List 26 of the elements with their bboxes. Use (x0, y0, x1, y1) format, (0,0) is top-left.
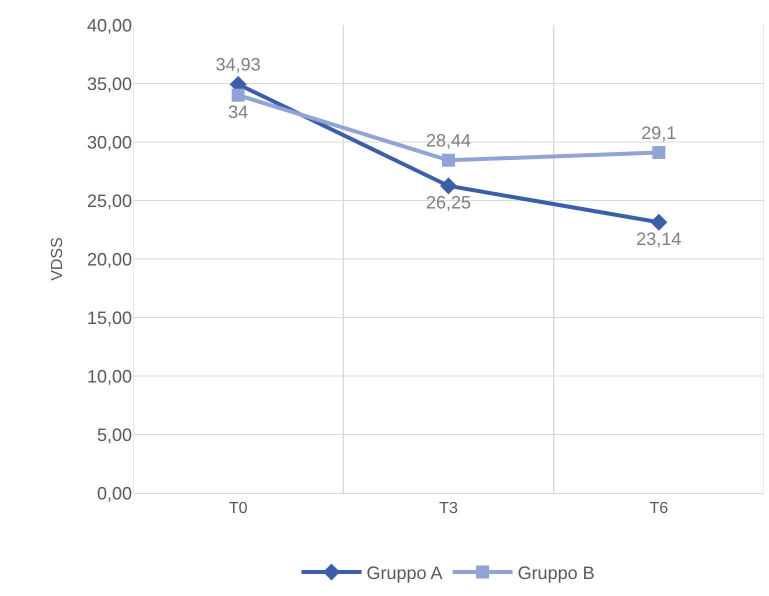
y-tick-label: 0,00 (96, 483, 132, 504)
point (440, 177, 457, 194)
data-label: 26,25 (426, 192, 472, 213)
data-label: 23,14 (636, 228, 682, 249)
y-tick-label: 5,00 (96, 424, 132, 445)
y-tick-label: 30,00 (86, 132, 132, 152)
y-tick-label: 35,00 (86, 74, 132, 94)
point (442, 154, 455, 167)
y-tick-label: 15,00 (86, 308, 132, 328)
y-tick-label: 40,00 (86, 15, 132, 36)
x-tick-label: T3 (439, 500, 458, 518)
point (650, 214, 668, 231)
x-tick-label: T6 (649, 500, 668, 518)
y-tick-label: 10,00 (86, 366, 132, 386)
point (232, 88, 245, 102)
x-tick-label: T0 (228, 500, 248, 518)
y-axis-title: VDSS (48, 237, 66, 281)
data-label: 34,93 (216, 54, 261, 75)
data-label: 29,1 (641, 122, 676, 143)
point (652, 146, 666, 160)
legend-label: Gruppo B (518, 563, 595, 584)
legend-label: Gruppo A (366, 563, 443, 584)
data-label: 28,44 (426, 130, 472, 151)
y-tick-label: 25,00 (86, 190, 132, 211)
y-tick-label: 20,00 (86, 249, 132, 270)
data-label: 34 (228, 102, 248, 122)
